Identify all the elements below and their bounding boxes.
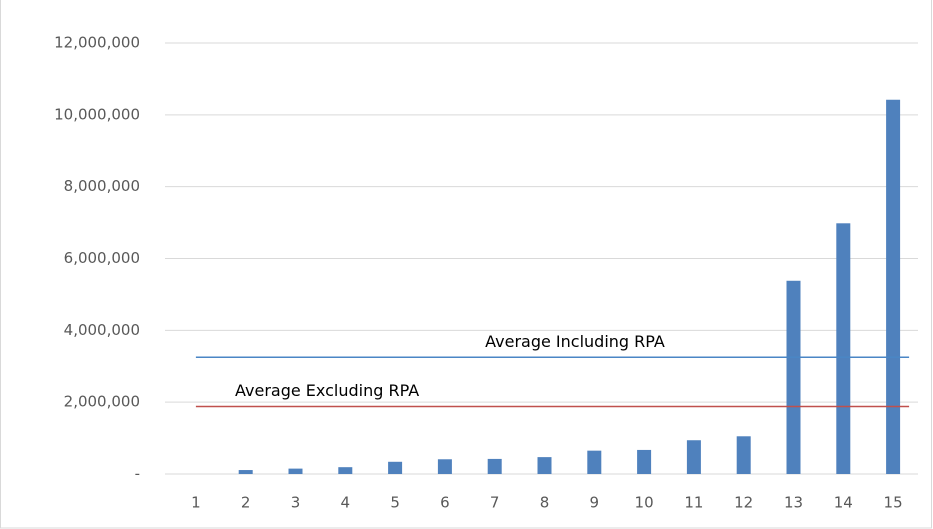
x-tick-label: 15 <box>884 494 903 512</box>
x-tick-label: 3 <box>291 494 301 512</box>
bar <box>686 440 701 474</box>
reference-line-label: Average Excluding RPA <box>235 381 419 400</box>
x-tick-label: 12 <box>734 494 753 512</box>
y-tick-label: 8,000,000 <box>64 177 140 195</box>
x-tick-label: 7 <box>490 494 500 512</box>
x-tick-label: 10 <box>635 494 654 512</box>
bar <box>886 99 901 474</box>
y-tick-label: - <box>135 465 140 483</box>
bar <box>637 449 652 474</box>
y-tick-label: 2,000,000 <box>64 393 140 411</box>
bar <box>836 223 851 474</box>
bar <box>238 470 253 474</box>
x-tick-label: 4 <box>341 494 351 512</box>
bar <box>338 467 353 474</box>
reference-line-label: Average Including RPA <box>485 332 665 351</box>
bar <box>587 450 602 474</box>
x-tick-label: 1 <box>191 494 201 512</box>
bar <box>786 280 801 474</box>
x-tick-label: 5 <box>390 494 400 512</box>
bar <box>437 459 452 474</box>
y-tick-label: 10,000,000 <box>54 105 140 123</box>
bar <box>487 458 502 474</box>
bar <box>537 457 552 474</box>
x-tick-label: 9 <box>590 494 600 512</box>
y-tick-label: 6,000,000 <box>64 249 140 267</box>
x-tick-label: 11 <box>684 494 703 512</box>
bar <box>388 461 403 474</box>
x-tick-label: 14 <box>834 494 853 512</box>
bar <box>736 436 751 474</box>
y-tick-label: 12,000,000 <box>54 34 140 52</box>
x-tick-label: 13 <box>784 494 803 512</box>
bar <box>288 468 303 474</box>
x-tick-label: 2 <box>241 494 251 512</box>
x-tick-label: 8 <box>540 494 550 512</box>
y-tick-label: 4,000,000 <box>64 321 140 339</box>
x-tick-label: 6 <box>440 494 450 512</box>
